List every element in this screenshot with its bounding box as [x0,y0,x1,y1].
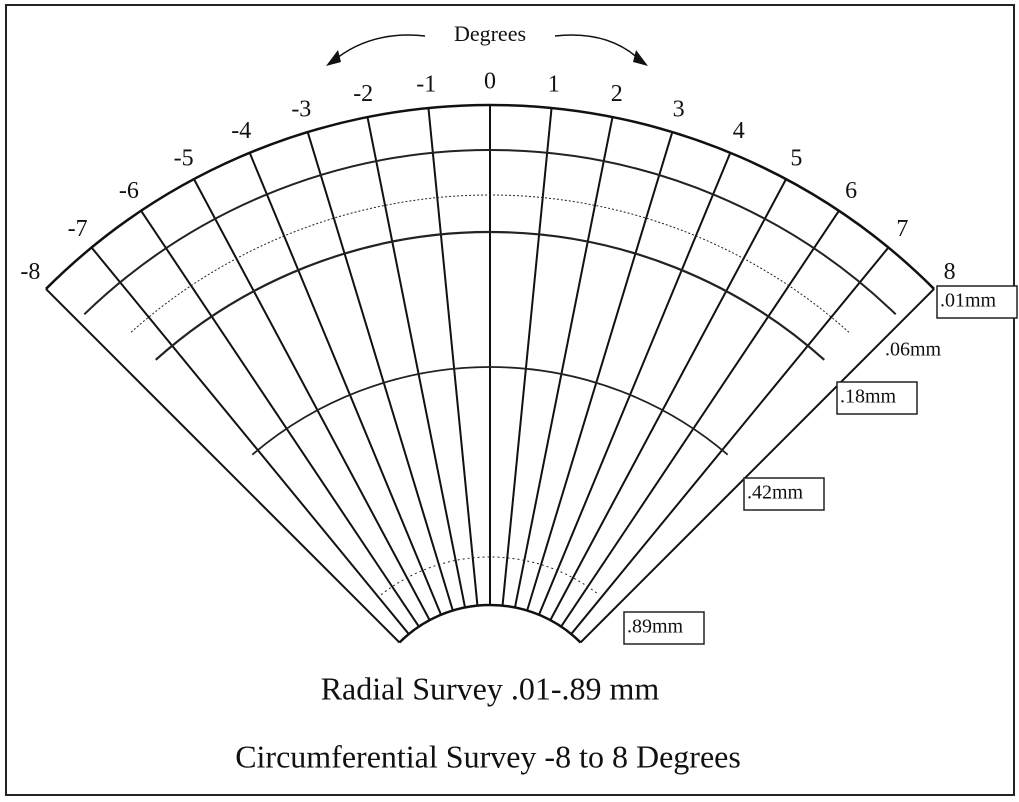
degree-label: -1 [416,72,436,98]
degree-label: 8 [944,259,956,285]
degree-label: -3 [291,96,311,122]
label-box [836,381,918,415]
degree-label: -4 [231,118,251,144]
radial-line [549,178,787,621]
radial-line [140,210,420,628]
degree-label: 4 [733,118,745,144]
degree-label: -8 [20,259,40,285]
radial-line [570,246,890,635]
radial-line [193,178,431,621]
degree-label: -2 [353,81,373,107]
radial-line [366,116,467,608]
frame [5,4,1015,796]
label-box [936,285,1018,319]
label-box [743,477,825,511]
arrow-head-left [326,50,341,66]
degree-label: -6 [119,178,139,204]
caption: Circumferential Survey -8 to 8 Degrees [235,738,741,774]
radial-line [248,152,442,616]
degree-label: 2 [611,81,623,107]
radial-line [427,107,479,606]
radial-line [526,131,674,611]
radial-label: .42mm [747,482,804,504]
survey-arc [155,230,825,361]
arrow-head-right [633,50,648,66]
degree-label: 7 [896,216,908,242]
survey-arc [83,149,897,316]
radial-line [501,107,553,606]
arrow-left [331,34,426,63]
radial-line [45,288,401,644]
radial-line [90,246,410,635]
radial-label: .06mm [885,339,942,361]
radial-label: .18mm [840,386,897,408]
degree-label: 0 [484,69,496,95]
survey-arc [251,366,729,456]
degree-label: 1 [548,72,560,98]
radial-label: .01mm [940,290,997,312]
survey-arc [130,194,850,333]
title: Degrees [454,21,526,46]
radial-line [579,288,935,644]
radial-line [538,152,732,616]
inner-arc [398,603,582,644]
degree-label: 6 [845,178,857,204]
radial-line [513,116,614,608]
degree-label: 3 [673,96,685,122]
caption: Radial Survey .01-.89 mm [321,670,660,706]
radial-line [306,131,454,611]
degree-label: -5 [174,145,194,171]
radial-line [560,210,840,628]
label-box [623,611,705,645]
degree-label: -7 [68,216,88,242]
arrow-right [554,34,643,63]
radial-label: .89mm [627,616,684,638]
degree-label: 5 [790,145,802,171]
